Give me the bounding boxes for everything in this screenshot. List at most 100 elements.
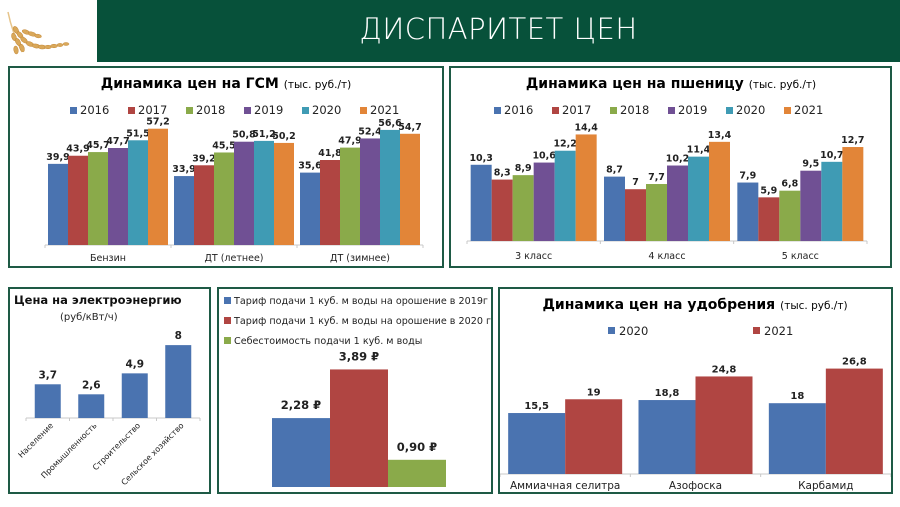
bar-2018-1 <box>646 184 667 241</box>
legend-label: 2021 <box>794 103 823 117</box>
data-label: 12,2 <box>553 139 576 150</box>
data-label: 3,7 <box>38 369 57 381</box>
bar-2020-0 <box>508 413 566 474</box>
water-tariff-chart-panel: Тариф подачи 1 куб. м воды на орошение в… <box>217 287 493 494</box>
chart-title: Динамика цен на ГСМ (тыс. руб./т) <box>101 76 351 92</box>
bar-2017-0 <box>68 155 88 245</box>
bar-2020-2 <box>821 161 843 241</box>
legend-label: 2020 <box>312 103 341 117</box>
bar-2020-1 <box>688 156 709 241</box>
bar-2 <box>121 373 148 418</box>
data-label: 8 <box>175 330 182 342</box>
data-label: 39,9 <box>46 152 69 163</box>
bar-2021-2 <box>400 133 420 245</box>
legend-label: 2019 <box>678 103 707 117</box>
category-label: Население <box>17 421 56 460</box>
data-label: 13,4 <box>708 130 732 141</box>
legend-swatch-2 <box>224 337 231 344</box>
data-label: 8,7 <box>606 165 623 176</box>
chart-title-main: Динамика цен на удобрения <box>542 297 775 313</box>
bar-2018-0 <box>88 152 108 245</box>
data-label: 47,9 <box>338 136 361 147</box>
data-label: 7,7 <box>648 172 665 183</box>
bar-2019-0 <box>533 162 555 241</box>
bar-2021-2 <box>842 147 864 241</box>
category-label: Бензин <box>90 253 126 264</box>
bar-2016-2 <box>737 182 759 241</box>
data-label: 24,8 <box>712 364 737 375</box>
legend-swatch-2020 <box>302 107 309 114</box>
bar-2016-0 <box>48 163 68 245</box>
category-label: 4 класс <box>648 251 685 262</box>
legend-label: 2019 <box>254 103 283 117</box>
data-label: 8,3 <box>494 168 511 179</box>
bar-2 <box>388 459 446 487</box>
legend-swatch-2017 <box>552 107 559 114</box>
bar-2020-1 <box>638 400 696 474</box>
data-label: 47,7 <box>106 136 129 147</box>
data-label: 26,8 <box>842 357 867 368</box>
category-label: 5 класс <box>782 251 819 262</box>
category-label: 3 класс <box>515 251 552 262</box>
category-label: ДТ (зимнее) <box>330 253 390 264</box>
legend-label: 2021 <box>764 324 793 338</box>
bar-2017-1 <box>194 165 214 245</box>
bar-2021-0 <box>575 134 597 241</box>
legend-swatch-2018 <box>610 107 617 114</box>
legend-swatch-2019 <box>668 107 675 114</box>
bar-2021-1 <box>695 376 753 474</box>
data-label: 39,2 <box>192 153 215 164</box>
data-label: 57,2 <box>146 117 169 128</box>
header-banner: ДИСПАРИТЕТ ЦЕН <box>97 0 900 62</box>
fertilizer-chart-svg: Динамика цен на удобрения (тыс. руб./т) 20… <box>500 297 891 492</box>
bar-2021-1 <box>709 141 730 241</box>
chart-title-main: Динамика цен на ГСМ <box>101 76 279 92</box>
bar-2017-0 <box>491 179 513 241</box>
legend-swatch-2016 <box>70 107 77 114</box>
legend-label: 2021 <box>370 103 399 117</box>
data-label: 3,89 ₽ <box>339 349 379 363</box>
legend-label: 2020 <box>736 103 765 117</box>
category-label: ДТ (летнее) <box>204 253 263 264</box>
data-label: 56,6 <box>378 118 402 129</box>
chart-title-unit: (тыс. руб./т) <box>284 79 351 91</box>
bar-2021-0 <box>565 399 623 474</box>
data-label: 10,3 <box>469 153 492 164</box>
bar-2020-1 <box>254 140 274 245</box>
bar-2018-0 <box>512 175 534 241</box>
data-label: 51,5 <box>126 128 149 139</box>
data-label: 10,6 <box>532 151 556 162</box>
data-label: 18 <box>790 391 804 402</box>
legend-swatch-2020 <box>608 327 615 334</box>
category-label: Карбамид <box>798 480 853 492</box>
bar-2018-2 <box>779 190 801 241</box>
chart-title-unit: (тыс. руб./т) <box>749 79 816 91</box>
data-label: 6,8 <box>781 179 798 190</box>
bar-1 <box>330 369 388 487</box>
legend-swatch-0 <box>224 297 231 304</box>
data-label: 54,7 <box>398 122 421 133</box>
chart-title-main: Динамика цен на пшеницу <box>526 76 744 92</box>
data-label: 2,28 ₽ <box>281 398 321 412</box>
chart-title: Динамика цен на пшеницу (тыс. руб./т) <box>526 76 816 92</box>
data-label: 0,90 ₽ <box>397 440 437 454</box>
bar-2021-1 <box>274 142 294 245</box>
wheat-ears-icon <box>2 2 94 60</box>
bar-2019-1 <box>234 141 254 245</box>
legend-label: 2016 <box>504 103 533 117</box>
bar-2017-2 <box>320 160 340 245</box>
data-label: 33,9 <box>172 164 195 175</box>
bar-2021-2 <box>825 368 883 474</box>
fuel-chart-svg: Динамика цен на ГСМ (тыс. руб./т) 2016 2017… <box>44 76 424 264</box>
bar-2019-0 <box>108 148 128 245</box>
bar-0 <box>272 418 330 487</box>
legend-swatch-2021 <box>784 107 791 114</box>
bar-3 <box>165 345 192 418</box>
bar-2020-2 <box>768 403 826 474</box>
data-label: 50,2 <box>272 131 295 142</box>
legend-swatch-1 <box>224 317 231 324</box>
legend-label: 2016 <box>80 103 109 117</box>
bar-2017-1 <box>625 189 646 241</box>
data-label: 41,8 <box>318 148 342 159</box>
bar-2020-0 <box>128 140 148 245</box>
